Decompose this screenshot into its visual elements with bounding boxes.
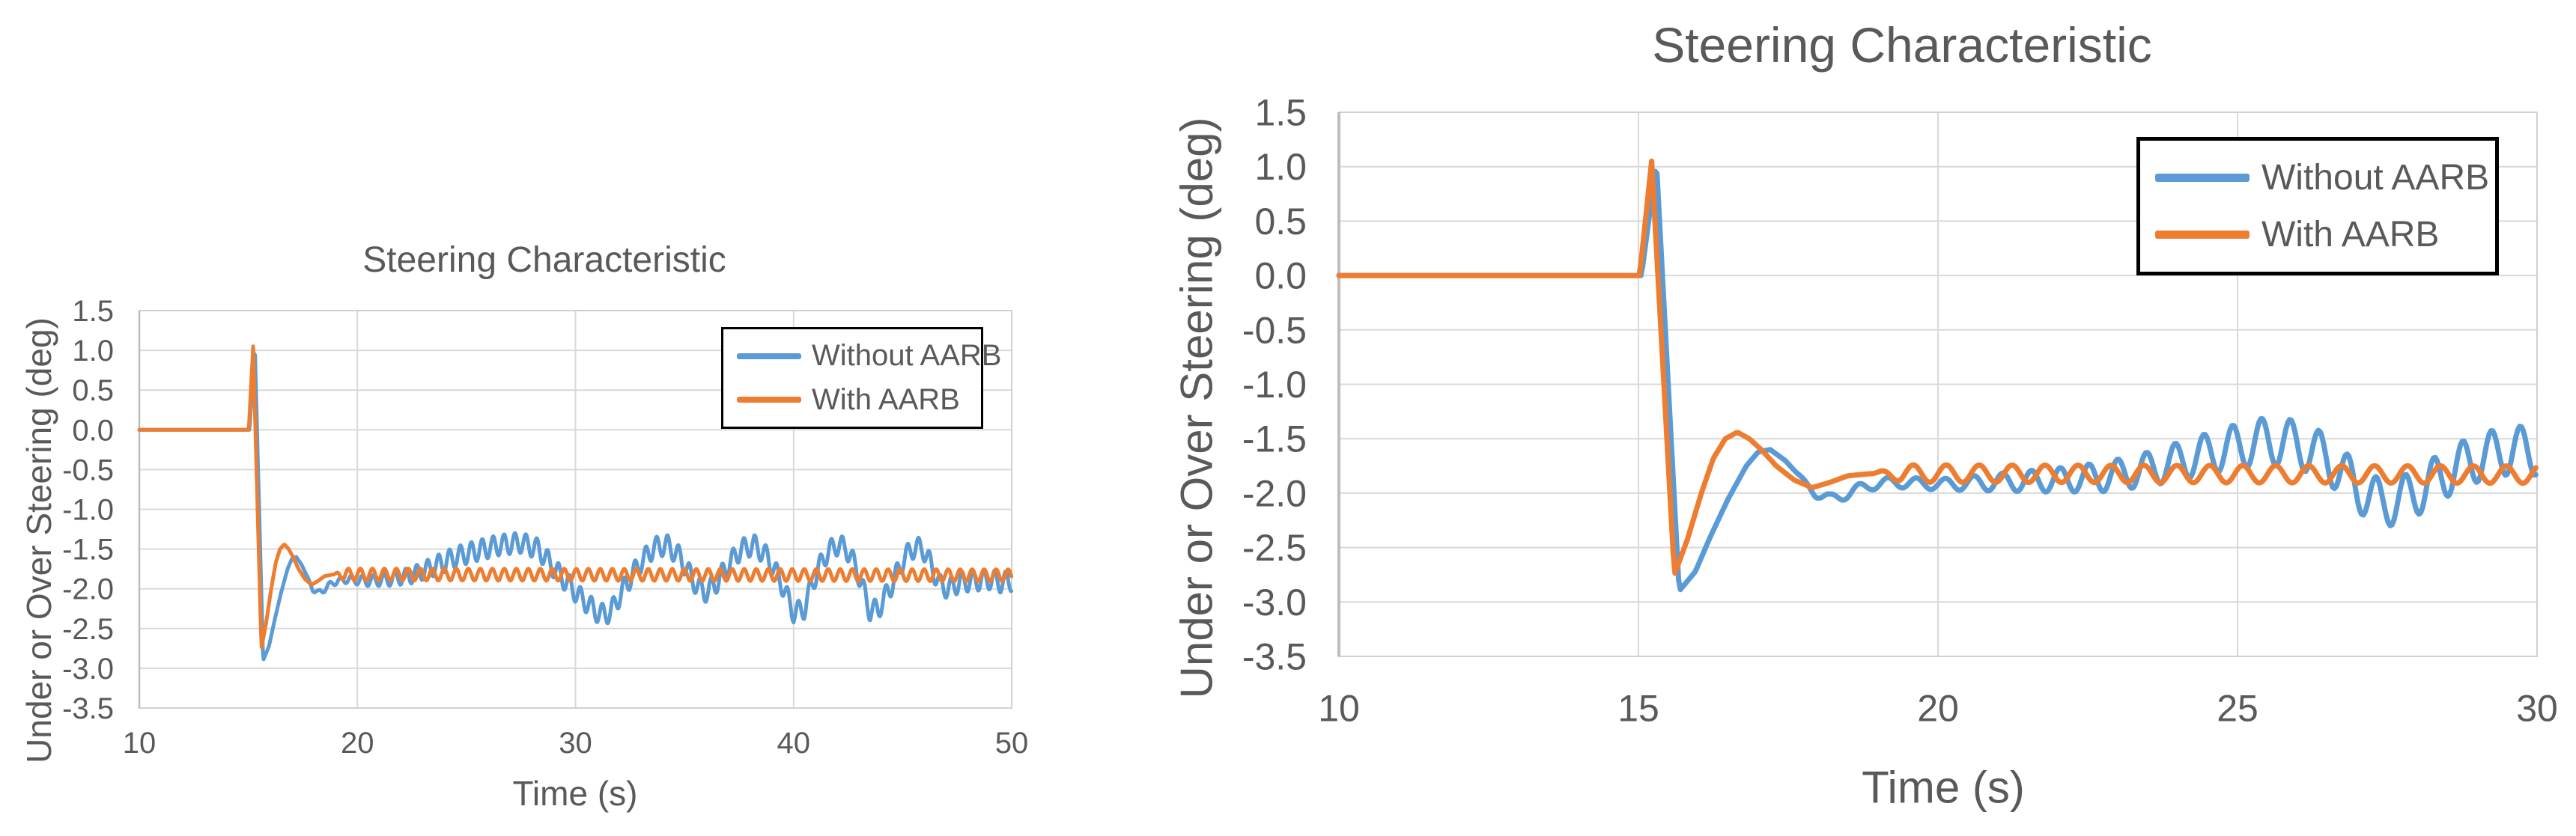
- without-aarb-swatch: [2155, 173, 2250, 182]
- x-tick-label: 30: [559, 727, 592, 760]
- x-tick-label: 50: [995, 727, 1029, 760]
- y-tick-label: -0.5: [62, 454, 114, 486]
- y-tick-label: 0.0: [1254, 255, 1307, 297]
- y-tick-label: -1.0: [62, 494, 114, 527]
- x-tick-label: 20: [1917, 688, 1959, 730]
- y-tick-label: -2.0: [1242, 472, 1307, 514]
- x-tick-label: 10: [1318, 688, 1360, 730]
- series-line-with-aarb-zoomed: [1336, 158, 2539, 576]
- left-legend: Without AARB With AARB: [721, 327, 1001, 429]
- x-tick-label: 30: [2516, 688, 2558, 730]
- y-tick-label: -0.5: [1242, 309, 1307, 351]
- y-tick-label: -3.0: [62, 653, 114, 686]
- left-chart-title: Steering Characteristic: [362, 240, 726, 280]
- left-x-axis-label: Time (s): [512, 774, 638, 813]
- x-tick-label: 10: [123, 727, 157, 760]
- y-tick-label: -3.5: [1242, 636, 1307, 678]
- with-aarb-swatch: [737, 397, 801, 403]
- y-tick-label: 1.5: [1254, 92, 1307, 134]
- tick-labels-overview: 1.5 1.0 0.5 0.0 -0.5 -1.0 -1.5 -2.0 -2.5 -3.0 -3.5…: [62, 295, 1028, 760]
- y-tick-label: 0.5: [72, 374, 114, 407]
- y-tick-label: -1.5: [1242, 418, 1307, 460]
- left-legend-row-with-aarb: With AARB: [737, 383, 981, 417]
- y-tick-label: -1.5: [62, 534, 114, 567]
- with-aarb-swatch: [2155, 231, 2250, 239]
- right-chart-title: Steering Characteristic: [1652, 17, 2152, 73]
- x-tick-label: 25: [2217, 688, 2258, 730]
- series-line-without-aarb-overview: [137, 352, 1014, 662]
- y-tick-label: 1.0: [1254, 146, 1307, 188]
- tick-labels-zoomed: 1.5 1.0 0.5 0.0 -0.5 -1.0 -1.5 -2.0 -2.5 -3.0 -3.5…: [1242, 92, 2558, 730]
- x-tick-label: 40: [777, 727, 811, 760]
- y-tick-label: 1.5: [72, 295, 114, 328]
- right-legend-label-with-aarb: With AARB: [2261, 215, 2440, 255]
- y-tick-label: -2.0: [62, 573, 114, 606]
- y-tick-label: 0.5: [1254, 201, 1307, 242]
- right-legend-label-without-aarb: Without AARB: [2261, 157, 2490, 198]
- y-tick-label: -3.5: [62, 692, 114, 725]
- y-tick-label: -1.0: [1242, 364, 1307, 406]
- series-line-with-aarb-overview: [137, 344, 1014, 650]
- without-aarb-swatch: [737, 353, 801, 359]
- right-legend: Without AARB With AARB: [2136, 137, 2499, 275]
- right-y-axis-label: Under or Over Steering (deg): [1171, 117, 1222, 699]
- right-legend-row-without-aarb: Without AARB: [2155, 157, 2495, 198]
- x-tick-label: 20: [341, 727, 374, 760]
- left-legend-row-without-aarb: Without AARB: [737, 339, 1001, 373]
- y-tick-label: -2.5: [1242, 527, 1307, 569]
- right-legend-row-with-aarb: With AARB: [2155, 214, 2495, 255]
- left-legend-label-without-aarb: Without AARB: [812, 339, 1002, 373]
- left-y-axis-label: Under or Over Steering (deg): [19, 317, 58, 763]
- right-x-axis-label: Time (s): [1862, 762, 2025, 813]
- y-tick-label: 0.0: [72, 414, 114, 447]
- x-tick-label: 15: [1617, 688, 1659, 730]
- y-tick-label: 1.0: [72, 335, 114, 367]
- y-tick-label: -3.0: [1242, 582, 1307, 623]
- left-legend-label-with-aarb: With AARB: [812, 382, 960, 416]
- y-tick-label: -2.5: [62, 613, 114, 646]
